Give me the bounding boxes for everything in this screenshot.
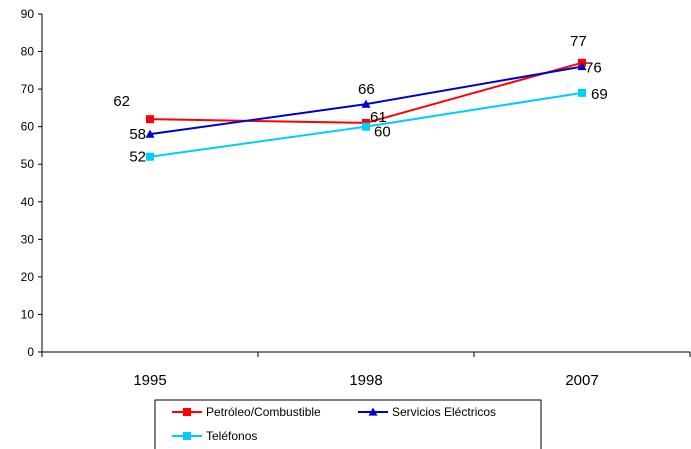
data-labels: 62 61 77 58 66 76 52 60 69 — [113, 33, 607, 166]
y-tick-label: 80 — [21, 45, 35, 59]
data-point — [146, 115, 154, 124]
x-axis-ticks: 1995 1998 2007 — [41, 352, 691, 389]
series-markers — [145, 58, 587, 161]
legend-label: Servicios Eléctricos — [392, 405, 496, 419]
x-tick-label: 2007 — [565, 372, 598, 389]
x-tick-label: 1995 — [133, 372, 166, 389]
data-point — [362, 122, 370, 131]
legend-item: Petróleo/Combustible — [172, 405, 321, 419]
series-lines — [149, 61, 583, 158]
data-point — [577, 62, 587, 71]
y-tick-label: 70 — [21, 82, 35, 96]
data-point — [146, 152, 154, 161]
y-tick-label: 90 — [21, 7, 35, 21]
data-label: 60 — [374, 124, 391, 141]
data-label: 77 — [570, 33, 587, 50]
legend-item: Servicios Eléctricos — [358, 405, 496, 419]
data-point — [578, 88, 586, 97]
data-label: 52 — [129, 149, 146, 166]
legend-label: Petróleo/Combustible — [206, 405, 321, 419]
y-tick-label: 60 — [21, 120, 35, 134]
legend-item: Teléfonos — [172, 429, 257, 443]
y-tick-label: 40 — [21, 195, 35, 209]
data-label: 69 — [591, 86, 608, 103]
data-label: 76 — [585, 60, 602, 77]
axes — [41, 14, 690, 353]
y-tick-label: 30 — [21, 232, 35, 246]
data-label: 58 — [129, 126, 146, 143]
y-tick-label: 10 — [21, 307, 35, 321]
y-axis-ticks: 0 10 20 30 40 50 60 70 80 90 — [21, 7, 42, 359]
data-point — [145, 129, 155, 138]
y-tick-label: 0 — [27, 345, 34, 359]
legend-swatch-marker — [368, 407, 378, 416]
y-tick-label: 20 — [21, 270, 35, 284]
legend-swatch-marker — [183, 432, 191, 440]
data-point — [361, 99, 371, 108]
legend: Petróleo/Combustible Servicios Eléctricos… — [154, 399, 542, 449]
y-tick-label: 50 — [21, 157, 35, 171]
data-label: 66 — [358, 81, 375, 98]
data-label: 61 — [370, 109, 387, 126]
legend-box — [154, 399, 542, 449]
x-tick-label: 1998 — [349, 372, 382, 389]
legend-swatch-marker — [183, 408, 191, 416]
legend-label: Teléfonos — [206, 429, 257, 443]
data-label: 62 — [113, 93, 130, 110]
